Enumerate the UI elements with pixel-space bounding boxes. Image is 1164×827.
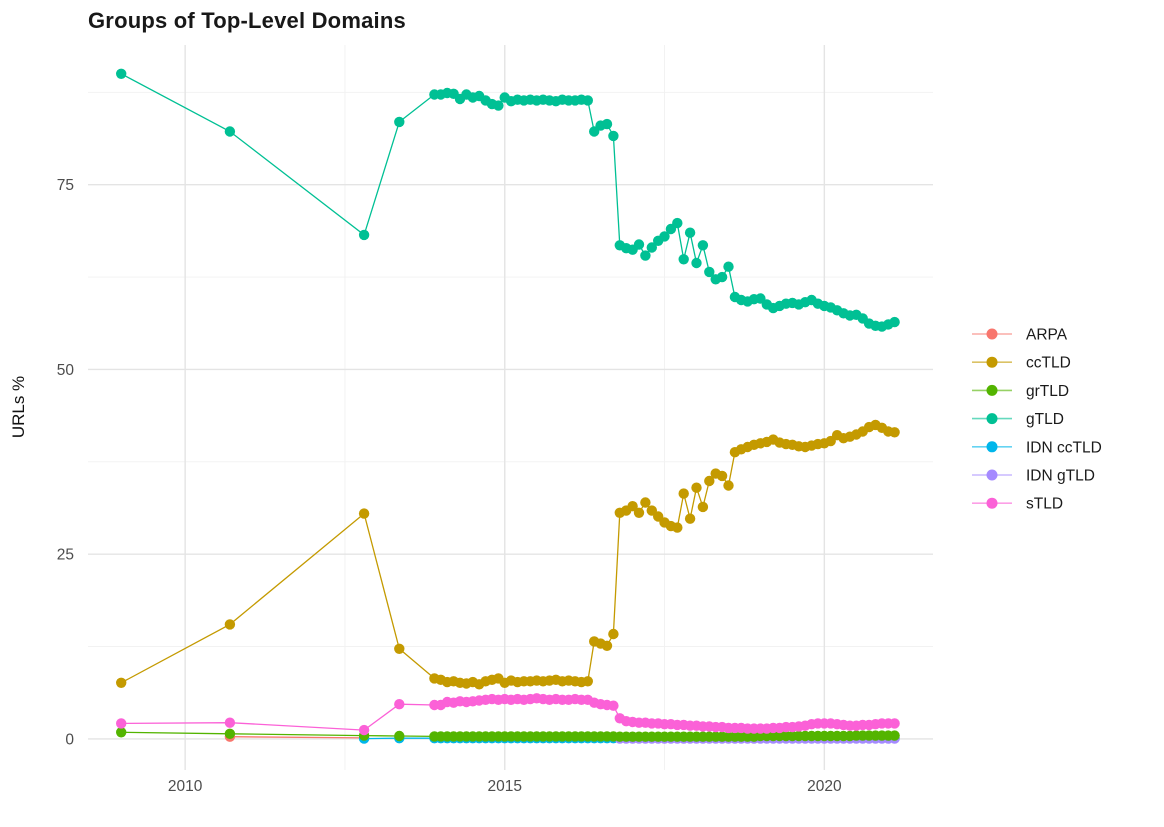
data-point [672, 522, 683, 533]
y-tick-label: 0 [65, 731, 74, 748]
data-point [601, 118, 613, 130]
data-point [723, 480, 734, 491]
legend-label: sTLD [1026, 496, 1063, 513]
y-tick-label: 75 [57, 177, 74, 194]
legend-label: ARPA [1026, 327, 1068, 344]
data-point [608, 628, 619, 640]
data-point [697, 501, 709, 513]
data-point [394, 730, 405, 742]
series-ARPA [224, 731, 370, 744]
legend-label: IDN ccTLD [1026, 439, 1102, 456]
data-point [716, 470, 728, 482]
data-point [684, 227, 696, 238]
x-tick-label: 2020 [807, 778, 842, 795]
data-point [691, 257, 702, 269]
data-point [889, 316, 900, 328]
data-point [672, 217, 683, 229]
data-point [116, 718, 127, 729]
data-point [723, 261, 734, 272]
data-point [493, 100, 504, 111]
legend: ARPA ccTLD grTLD gTLD IDN ccTLD IDN gTLD sTLD [972, 327, 1102, 513]
data-point [697, 240, 709, 251]
data-point [704, 266, 715, 278]
y-axis-title: URLs % [9, 376, 28, 438]
data-point [889, 427, 900, 438]
x-tick-label: 2015 [488, 778, 522, 795]
data-point [678, 254, 689, 265]
data-point [889, 730, 900, 741]
data-point [394, 643, 405, 654]
data-point [646, 242, 657, 253]
x-tick-label: 2010 [168, 778, 203, 795]
data-point [224, 126, 236, 137]
data-point [116, 677, 127, 688]
legend-key-dot [986, 497, 998, 509]
data-point [224, 717, 236, 728]
data-point [358, 724, 370, 736]
data-point [640, 497, 651, 508]
data-point [582, 95, 593, 106]
minor-gridlines [88, 45, 933, 770]
legend-item-ARPA: ARPA [972, 327, 1068, 344]
data-point [889, 718, 900, 729]
data-point [582, 676, 593, 687]
data-point [224, 619, 236, 630]
data-point [224, 728, 236, 739]
legend-label: IDN gTLD [1026, 468, 1095, 485]
y-tick-label: 25 [57, 547, 74, 564]
major-gridlines [88, 45, 933, 770]
legend-item-grTLD: grTLD [972, 383, 1069, 400]
data-point [116, 68, 127, 80]
legend-item-gTLD: gTLD [972, 411, 1064, 428]
data-point [116, 727, 127, 738]
data-point [704, 475, 715, 487]
data-point [678, 488, 689, 499]
legend-item-IDN-ccTLD: IDN ccTLD [972, 439, 1102, 456]
data-point [601, 640, 613, 651]
data-point [394, 116, 405, 128]
series-ccTLD [116, 419, 900, 690]
series-line [229, 736, 365, 739]
chart-title: Groups of Top-Level Domains [88, 8, 406, 33]
data-point [659, 231, 670, 242]
axis-tick-labels: 0 25 50 75 2010 2015 2020 [57, 177, 842, 795]
data-point [358, 229, 370, 241]
series-sTLD [116, 693, 900, 736]
legend-key-dot [986, 441, 998, 453]
series-gTLD [116, 68, 900, 332]
legend-item-IDN-gTLD: IDN gTLD [972, 468, 1095, 485]
legend-label: ccTLD [1026, 355, 1071, 372]
data-point [716, 271, 728, 283]
data-point [394, 699, 405, 710]
data-point [684, 513, 696, 524]
data-point [691, 482, 702, 493]
legend-key-dot [986, 413, 998, 425]
data-point [608, 700, 619, 711]
data-point [608, 130, 619, 142]
data-series-layer [116, 68, 900, 744]
legend-item-sTLD: sTLD [972, 496, 1063, 513]
legend-key-dot [986, 356, 998, 368]
legend-key-dot [986, 384, 998, 396]
legend-label: gTLD [1026, 411, 1064, 428]
legend-item-ccTLD: ccTLD [972, 355, 1071, 372]
data-point [640, 250, 651, 261]
data-point [358, 508, 370, 519]
legend-key-dot [986, 328, 998, 340]
legend-label: grTLD [1026, 383, 1069, 400]
data-point [633, 507, 645, 518]
series-line [120, 73, 895, 328]
series-grTLD [116, 727, 900, 742]
y-tick-label: 50 [57, 362, 75, 379]
data-point [633, 239, 645, 250]
data-point [627, 501, 638, 512]
legend-key-dot [986, 469, 998, 481]
